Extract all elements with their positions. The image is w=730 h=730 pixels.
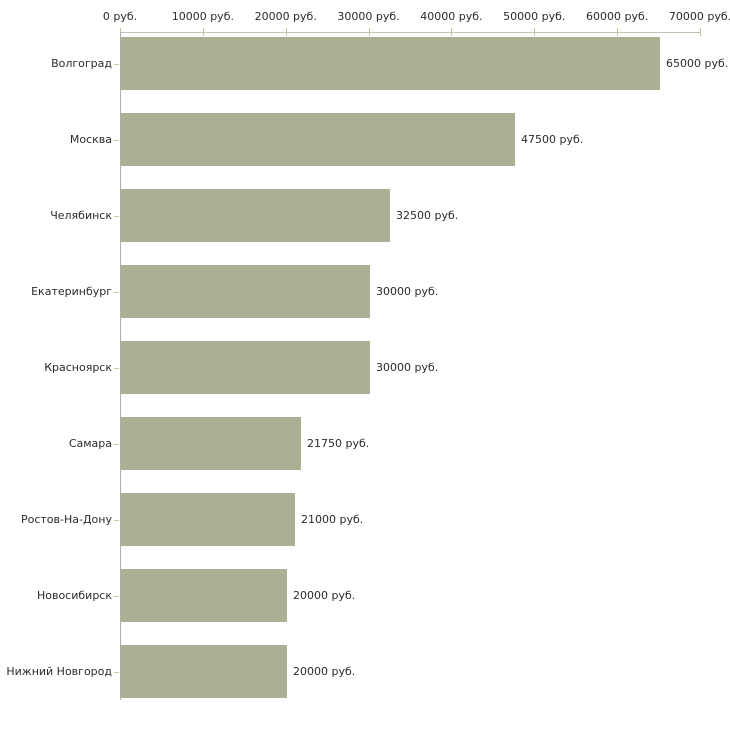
category-label: Москва — [69, 133, 112, 146]
category-tick — [114, 292, 119, 293]
category-label: Красноярск — [44, 361, 112, 374]
category-label: Ростов-На-Дону — [20, 513, 112, 526]
category-label: Екатеринбург — [31, 285, 112, 298]
x-axis-tick-label: 30000 руб. — [337, 10, 400, 23]
bar[interactable] — [121, 189, 390, 242]
bar[interactable] — [121, 569, 287, 622]
bar-row: Новосибирск 20000 руб. — [0, 569, 730, 622]
bar-row: Самара 21750 руб. — [0, 417, 730, 470]
x-axis-line — [120, 32, 701, 33]
category-label: Новосибирск — [36, 589, 112, 602]
bar[interactable] — [121, 417, 301, 470]
category-tick — [114, 64, 119, 65]
value-label: 20000 руб. — [293, 589, 356, 602]
x-axis-tick-label: 10000 руб. — [171, 10, 234, 23]
bar-row: Челябинск 32500 руб. — [0, 189, 730, 242]
value-label: 32500 руб. — [396, 209, 459, 222]
bar[interactable] — [121, 341, 370, 394]
category-tick — [114, 520, 119, 521]
bar-row: Ростов-На-Дону 21000 руб. — [0, 493, 730, 546]
value-label: 21750 руб. — [307, 437, 370, 450]
bar[interactable] — [121, 37, 660, 90]
category-tick — [114, 368, 119, 369]
category-label: Самара — [68, 437, 112, 450]
category-label: Нижний Новгород — [6, 665, 112, 678]
category-tick — [114, 596, 119, 597]
bar-row: Нижний Новгород 20000 руб. — [0, 645, 730, 698]
value-label: 65000 руб. — [666, 57, 729, 70]
x-axis-tick-label: 20000 руб. — [254, 10, 317, 23]
y-axis-line — [120, 32, 121, 700]
x-axis-tick-label: 0 руб. — [102, 10, 138, 23]
category-label: Челябинск — [50, 209, 112, 222]
value-label: 21000 руб. — [301, 513, 364, 526]
value-label: 30000 руб. — [376, 361, 439, 374]
value-label: 47500 руб. — [521, 133, 584, 146]
category-label: Волгоград — [51, 57, 112, 70]
bar[interactable] — [121, 113, 515, 166]
value-label: 30000 руб. — [376, 285, 439, 298]
x-axis-tick-label: 40000 руб. — [420, 10, 483, 23]
value-label: 20000 руб. — [293, 665, 356, 678]
bar[interactable] — [121, 645, 287, 698]
x-axis-tick-label: 60000 руб. — [586, 10, 649, 23]
bar-row: Красноярск 30000 руб. — [0, 341, 730, 394]
bar[interactable] — [121, 265, 370, 318]
category-tick — [114, 444, 119, 445]
x-axis-tick-label: 70000 руб. — [668, 10, 730, 23]
x-axis-tick-label: 50000 руб. — [503, 10, 566, 23]
bar-row: Волгоград 65000 руб. — [0, 37, 730, 90]
category-tick — [114, 672, 119, 673]
bar-row: Екатеринбург 30000 руб. — [0, 265, 730, 318]
bar-row: Москва 47500 руб. — [0, 113, 730, 166]
bar[interactable] — [121, 493, 295, 546]
category-tick — [114, 216, 119, 217]
category-tick — [114, 140, 119, 141]
